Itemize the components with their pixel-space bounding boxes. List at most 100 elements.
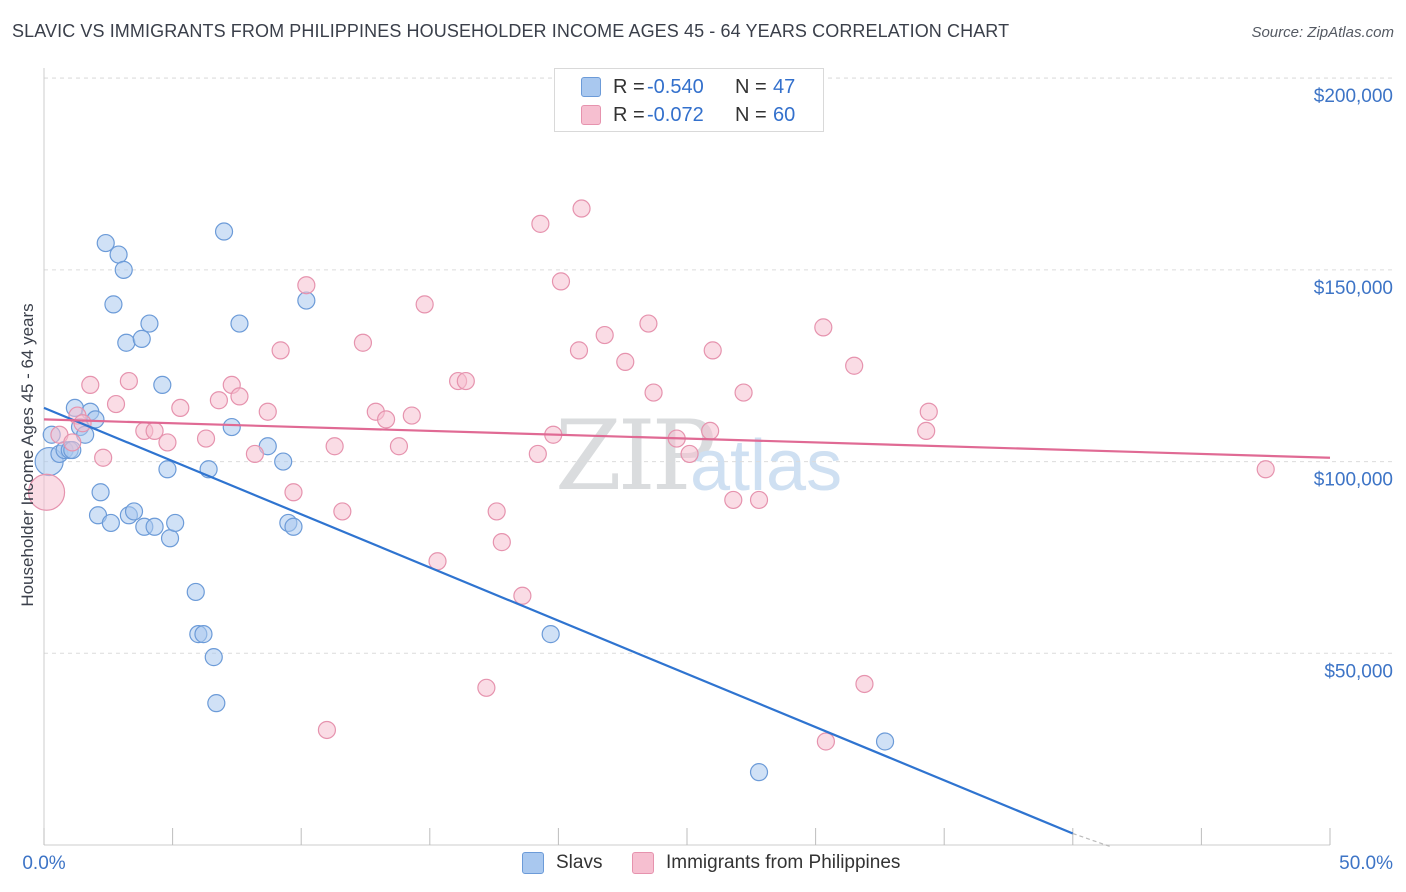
phil-point xyxy=(845,356,864,375)
phil-point xyxy=(402,406,421,425)
phil-point xyxy=(158,433,177,452)
phil-point xyxy=(680,444,699,464)
slavs-point xyxy=(274,452,293,471)
phil-trend-line xyxy=(43,418,1331,459)
source-label: Source: ZipAtlas.com xyxy=(1251,24,1394,41)
slavs-point xyxy=(214,222,234,241)
slavs-point xyxy=(140,314,159,333)
y-tick-label: $150,000 xyxy=(1314,278,1393,299)
slavs-point xyxy=(207,694,226,713)
phil-legend-label: Immigrants from Philippines xyxy=(666,852,901,873)
phil-point xyxy=(569,341,589,360)
phil-point xyxy=(271,341,290,360)
phil-point xyxy=(749,490,769,510)
phil-point xyxy=(639,314,658,333)
slavs-point xyxy=(875,732,895,751)
phil-point xyxy=(734,383,753,402)
slavs-point xyxy=(297,291,316,310)
slavs-point xyxy=(124,502,144,521)
phil-point xyxy=(917,421,936,441)
phil-point xyxy=(551,272,571,291)
phil-point xyxy=(855,674,874,694)
phil-point xyxy=(616,352,635,371)
legend-r-label: R = xyxy=(613,104,645,126)
phil-point xyxy=(703,341,722,360)
phil-point xyxy=(572,199,591,218)
phil-point xyxy=(258,402,277,421)
phil-point xyxy=(297,276,316,295)
slavs-point xyxy=(186,582,205,602)
phil-point xyxy=(814,318,833,337)
phil-point xyxy=(644,383,663,402)
phil-point xyxy=(245,444,265,464)
slavs-point xyxy=(109,245,128,264)
phil-point xyxy=(724,490,743,510)
phil-point xyxy=(317,720,337,740)
chart-title: SLAVIC VS IMMIGRANTS FROM PHILIPPINES HO… xyxy=(12,21,1010,41)
phil-point xyxy=(513,586,532,605)
legend-r-value: -0.072 xyxy=(647,104,704,126)
slavs-point xyxy=(541,625,560,644)
slavs-point xyxy=(749,763,769,782)
slavs-swatch xyxy=(581,77,601,97)
phil-point xyxy=(106,394,126,414)
phil-point xyxy=(325,437,344,456)
slavs-point xyxy=(96,233,115,253)
phil-point xyxy=(389,437,409,456)
slavs-legend-label: Slavs xyxy=(556,852,603,873)
stats-legend: R = -0.540 N = 47 R = -0.072 N = 60 xyxy=(554,68,824,132)
phil-point xyxy=(376,410,396,429)
x-tick-label-left: 0.0% xyxy=(22,853,65,874)
phil-point xyxy=(456,371,475,391)
phil-point xyxy=(27,473,66,511)
phil-point xyxy=(81,375,100,395)
slavs-point xyxy=(104,295,123,314)
slavs-point xyxy=(117,333,136,352)
slavs-point xyxy=(158,460,177,479)
phil-point xyxy=(415,295,434,314)
phil-point xyxy=(816,732,835,751)
slavs-point xyxy=(114,260,133,279)
legend-n-label: N = xyxy=(735,76,767,98)
slavs-point xyxy=(194,625,213,644)
x-tick-label-right: 50.0% xyxy=(1339,853,1393,874)
phil-point xyxy=(492,533,511,552)
slavs-point xyxy=(153,375,172,395)
phil-point xyxy=(701,421,720,441)
slavs-point xyxy=(166,513,185,533)
slavs-point xyxy=(145,517,164,536)
phil-point xyxy=(919,402,938,421)
legend-r-value: -0.540 xyxy=(647,76,704,98)
phil-point xyxy=(353,333,373,352)
phil-point xyxy=(119,371,138,391)
slavs-point xyxy=(284,517,303,536)
phil-point xyxy=(230,387,249,406)
phil-point xyxy=(171,398,190,418)
phil-legend-swatch xyxy=(632,852,654,874)
y-axis-label: Householder Income Ages 45 - 64 years xyxy=(18,303,37,607)
y-tick-label: $100,000 xyxy=(1314,470,1393,491)
legend-r-label: R = xyxy=(613,76,645,98)
slavs-point xyxy=(230,314,249,333)
y-tick-label: $200,000 xyxy=(1314,86,1393,107)
legend-n-value: 60 xyxy=(773,104,796,126)
phil-swatch xyxy=(581,105,601,125)
phil-point xyxy=(477,678,496,697)
phil-point xyxy=(595,325,614,345)
slavs-point xyxy=(91,483,110,502)
phil-point xyxy=(209,391,228,410)
slavs-point xyxy=(204,648,223,667)
slavs-point xyxy=(160,529,180,548)
legend-n-value: 47 xyxy=(773,76,796,98)
phil-point xyxy=(487,502,506,521)
phil-point xyxy=(284,483,303,502)
phil-point xyxy=(94,448,113,467)
slavs-point xyxy=(222,417,241,437)
phil-point xyxy=(531,214,550,233)
slavs-point xyxy=(101,513,120,533)
phil-point xyxy=(333,502,352,521)
phil-point xyxy=(63,433,82,452)
phil-point xyxy=(528,444,547,464)
slavs-point xyxy=(132,329,151,348)
